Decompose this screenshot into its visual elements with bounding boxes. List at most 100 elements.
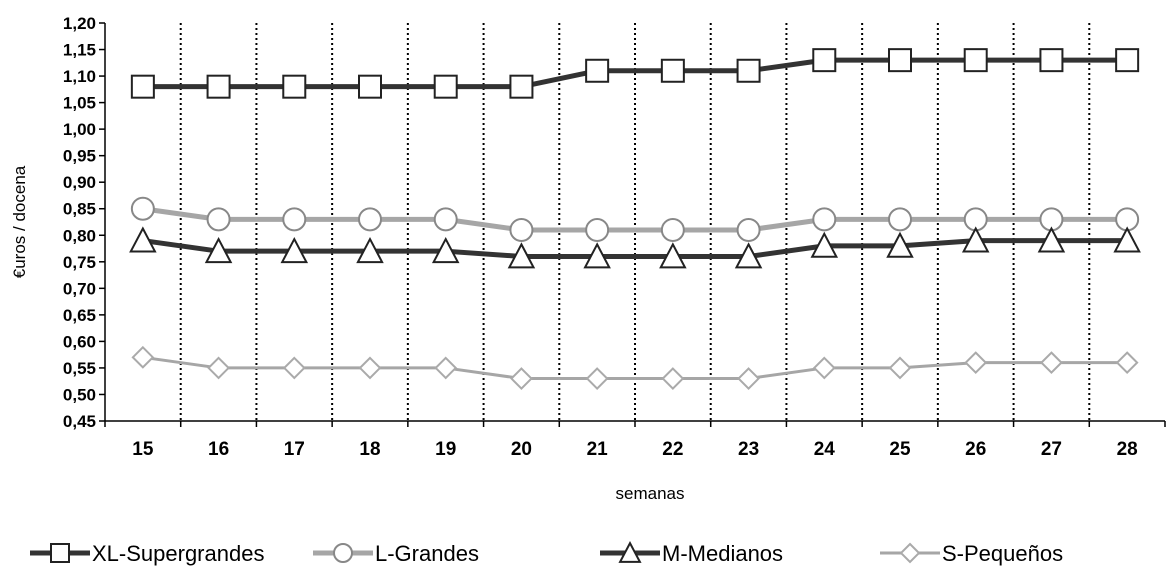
data-point-diamond: [1115, 351, 1139, 375]
data-point-diamond: [282, 356, 306, 380]
legend-item: S-Pequeños: [880, 541, 1063, 566]
series-line: [142, 355, 1128, 381]
grid-lines: [179, 23, 1091, 421]
data-point-circle: [509, 217, 534, 242]
y-tick-label: 0,55: [63, 359, 96, 378]
data-point-diamond: [888, 356, 912, 380]
data-point-circle: [358, 207, 382, 232]
data-point-triangle: [961, 226, 990, 253]
data-point-triangle: [1113, 226, 1141, 253]
legend-item: M-Medianos: [600, 540, 783, 566]
data-point-diamond: [661, 367, 685, 390]
data-point-triangle: [659, 242, 687, 269]
data-point-circle: [433, 207, 458, 232]
x-tick-labels: 15 16 17 18 19 20 21 22 23 24 25 26 27 28: [132, 439, 1137, 460]
y-tick-label: 0,50: [63, 385, 96, 404]
legend-marker-triangle: [618, 540, 642, 563]
data-point-diamond: [737, 367, 760, 390]
data-point-diamond: [207, 356, 230, 380]
x-tick-label: 15: [132, 439, 154, 460]
data-point-diamond: [358, 356, 382, 380]
data-point-triangle: [280, 236, 309, 264]
data-point-square: [585, 58, 610, 83]
x-tick-label: 25: [889, 439, 911, 460]
y-tick-label: 1,05: [63, 94, 96, 113]
data-point-triangle: [886, 231, 914, 258]
data-point-circle: [585, 217, 610, 242]
series-M-Medianos: [129, 226, 1141, 269]
data-point-square: [282, 74, 307, 99]
x-axis-label: semanas: [616, 484, 685, 503]
legend-label: S-Pequeños: [942, 541, 1063, 566]
y-tick-label: 0,85: [63, 200, 96, 219]
data-point-diamond: [434, 356, 458, 380]
x-tick-label: 20: [511, 439, 532, 460]
data-point-square: [206, 74, 231, 99]
legend-marker-diamond: [899, 542, 921, 564]
data-point-triangle: [204, 236, 233, 264]
series-group: [129, 48, 1141, 390]
y-tick-labels: 1,20 1,15 1,10 1,05 1,00 0,95 0,90 0,85 0,80 0,75…: [63, 14, 96, 431]
data-point-square: [888, 48, 912, 73]
data-point-triangle: [507, 242, 536, 269]
y-tick-label: 1,20: [63, 14, 96, 33]
y-tick-label: 0,45: [63, 412, 96, 431]
data-point-circle: [130, 196, 155, 221]
data-point-square: [509, 74, 534, 99]
data-point-triangle: [129, 226, 157, 253]
series-XL-Supergrandes: [130, 48, 1140, 99]
data-point-diamond: [510, 367, 533, 390]
data-point-triangle: [583, 242, 611, 269]
data-point-square: [433, 74, 458, 99]
series-line: [142, 238, 1128, 259]
x-tick-label: 23: [738, 439, 759, 460]
y-tick-label: 0,90: [63, 173, 96, 192]
y-tick-label: 1,00: [63, 120, 96, 139]
data-point-square: [963, 48, 988, 73]
series-line: [142, 206, 1128, 233]
legend-marker-square: [50, 543, 70, 563]
y-tick-label: 1,15: [63, 41, 96, 60]
legend-item: L-Grandes: [313, 541, 479, 566]
y-tick-label: 0,70: [63, 279, 96, 298]
legend-label: L-Grandes: [375, 541, 479, 566]
y-tick-label: 1,10: [63, 67, 96, 86]
x-tick-label: 22: [662, 439, 683, 460]
series-line: [142, 57, 1128, 90]
data-point-circle: [660, 217, 685, 242]
data-point-square: [358, 74, 382, 99]
data-point-diamond: [1040, 351, 1063, 375]
data-point-triangle: [1037, 226, 1066, 253]
data-point-square: [812, 48, 837, 73]
x-tick-label: 21: [587, 439, 609, 460]
x-tick-label: 17: [284, 439, 305, 460]
data-point-square: [1039, 48, 1064, 73]
data-point-square: [736, 58, 761, 83]
data-point-circle: [812, 207, 837, 232]
x-tick-label: 28: [1117, 439, 1138, 460]
legend-item: XL-Supergrandes: [30, 541, 264, 566]
legend: XL-Supergrandes L-Grandes M-Medianos S-Pequ…: [30, 540, 1063, 566]
data-point-triangle: [734, 242, 763, 269]
x-tick-label: 27: [1041, 439, 1062, 460]
data-point-square: [660, 58, 685, 83]
axes: [99, 22, 1166, 427]
data-point-square: [1115, 48, 1140, 73]
series-S-Pequeños: [131, 345, 1139, 390]
legend-marker-circle: [333, 543, 353, 563]
legend-label: XL-Supergrandes: [92, 541, 264, 566]
data-point-triangle: [431, 236, 460, 264]
series-L-Grandes: [130, 196, 1140, 242]
data-point-circle: [206, 207, 231, 232]
data-point-triangle: [810, 231, 839, 258]
data-point-diamond: [585, 367, 609, 390]
x-tick-label: 18: [359, 439, 380, 460]
data-point-square: [130, 74, 155, 99]
data-point-circle: [282, 207, 307, 232]
data-point-circle: [888, 207, 912, 232]
x-tick-label: 26: [965, 439, 986, 460]
y-tick-label: 0,75: [63, 253, 96, 272]
y-tick-label: 0,60: [63, 332, 96, 351]
data-point-triangle: [356, 236, 384, 264]
